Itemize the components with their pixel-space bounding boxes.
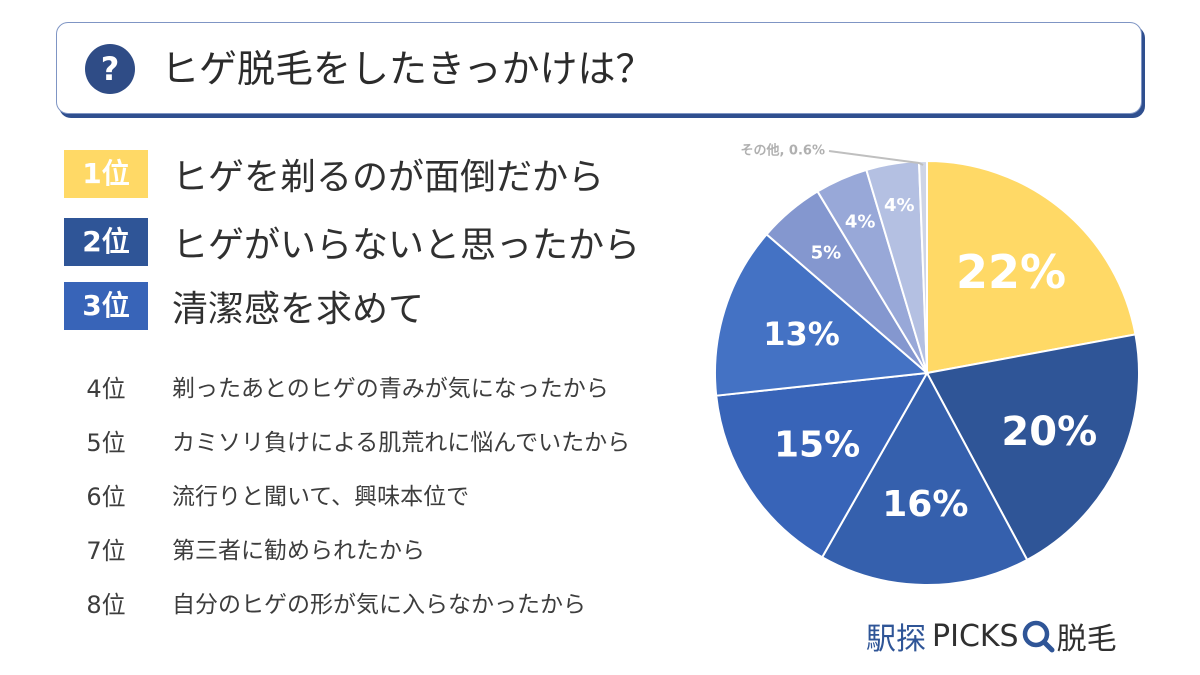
- pie-slice: [925, 333, 1140, 562]
- rank-6-row: 6位 流行りと聞いて、興味本位で: [64, 474, 469, 514]
- brand-name-ekitan: 駅探: [866, 622, 926, 657]
- pie-chart: 22%20%16%15%13%5%4%4%その他, 0.6%: [714, 143, 1140, 586]
- rank-6-num: 6位: [86, 482, 126, 511]
- pie-slice: [917, 159, 928, 374]
- pie-slice-label: 4%: [884, 195, 915, 216]
- rank-1-text: ヒゲを剃るのが面倒だから: [172, 157, 605, 198]
- rank-7-num: 7位: [86, 536, 126, 565]
- pie-slice-label: 5%: [811, 243, 842, 264]
- pie-slice-label: その他, 0.6%: [740, 143, 825, 159]
- rank-5-num: 5位: [86, 428, 126, 457]
- rank-8-num: 8位: [86, 590, 126, 619]
- rank-3-row: 3位 清潔感を求めて: [64, 282, 424, 330]
- pie-slice-label: 16%: [882, 484, 968, 525]
- rank-1-badge: 1位: [64, 150, 148, 198]
- rank-4-row: 4位 剃ったあとのヒゲの青みが気になったから: [64, 366, 609, 406]
- rank-3-text: 清潔感を求めて: [172, 289, 425, 330]
- rank-2-badge: 2位: [64, 218, 148, 266]
- brand-name-picks: PICKS: [932, 618, 1019, 654]
- brand-name-datsumo: 脱毛: [1056, 622, 1117, 657]
- rank-2-text: ヒゲがいらないと思ったから: [172, 225, 641, 266]
- brand-logo: 駅探 PICKS 脱毛: [866, 616, 1117, 658]
- rank-5-row: 5位 カミソリ負けによる肌荒れに悩んでいたから: [64, 420, 630, 460]
- rank-6-text: 流行りと聞いて、興味本位で: [172, 484, 470, 510]
- rank-5-text: カミソリ負けによる肌荒れに悩んでいたから: [172, 430, 631, 456]
- rank-1-row: 1位 ヒゲを剃るのが面倒だから: [64, 150, 604, 198]
- title-box: ? ヒゲ脱毛をしたきっかけは？: [56, 22, 1142, 114]
- pie-slice: [820, 370, 1029, 586]
- page-title: ヒゲ脱毛をしたきっかけは？: [161, 47, 654, 91]
- magnifier-icon: [1022, 620, 1055, 653]
- rank-4-text: 剃ったあとのヒゲの青みが気になったから: [172, 376, 609, 402]
- rank-3-badge: 3位: [64, 282, 148, 330]
- pie-slice-label: 4%: [845, 211, 876, 232]
- rank-7-text: 第三者に勧められたから: [172, 538, 425, 564]
- pie-slice-label: 13%: [763, 315, 840, 353]
- pie-slice: [714, 232, 930, 397]
- pie-slice-label: 15%: [774, 425, 860, 466]
- rank-8-row: 8位 自分のヒゲの形が気に入らなかったから: [64, 582, 586, 622]
- question-icon: ?: [85, 44, 135, 94]
- pie-slice-label: 22%: [956, 245, 1066, 299]
- pie-slice-label: 20%: [1001, 409, 1097, 455]
- rank-4-num: 4位: [86, 374, 126, 403]
- rank-8-text: 自分のヒゲの形が気に入らなかったから: [172, 592, 586, 618]
- rank-7-row: 7位 第三者に勧められたから: [64, 528, 425, 568]
- rank-2-row: 2位 ヒゲがいらないと思ったから: [64, 218, 640, 266]
- pie-slice: [926, 159, 1137, 375]
- pie-slice: [715, 371, 929, 559]
- leader-line: [828, 150, 924, 166]
